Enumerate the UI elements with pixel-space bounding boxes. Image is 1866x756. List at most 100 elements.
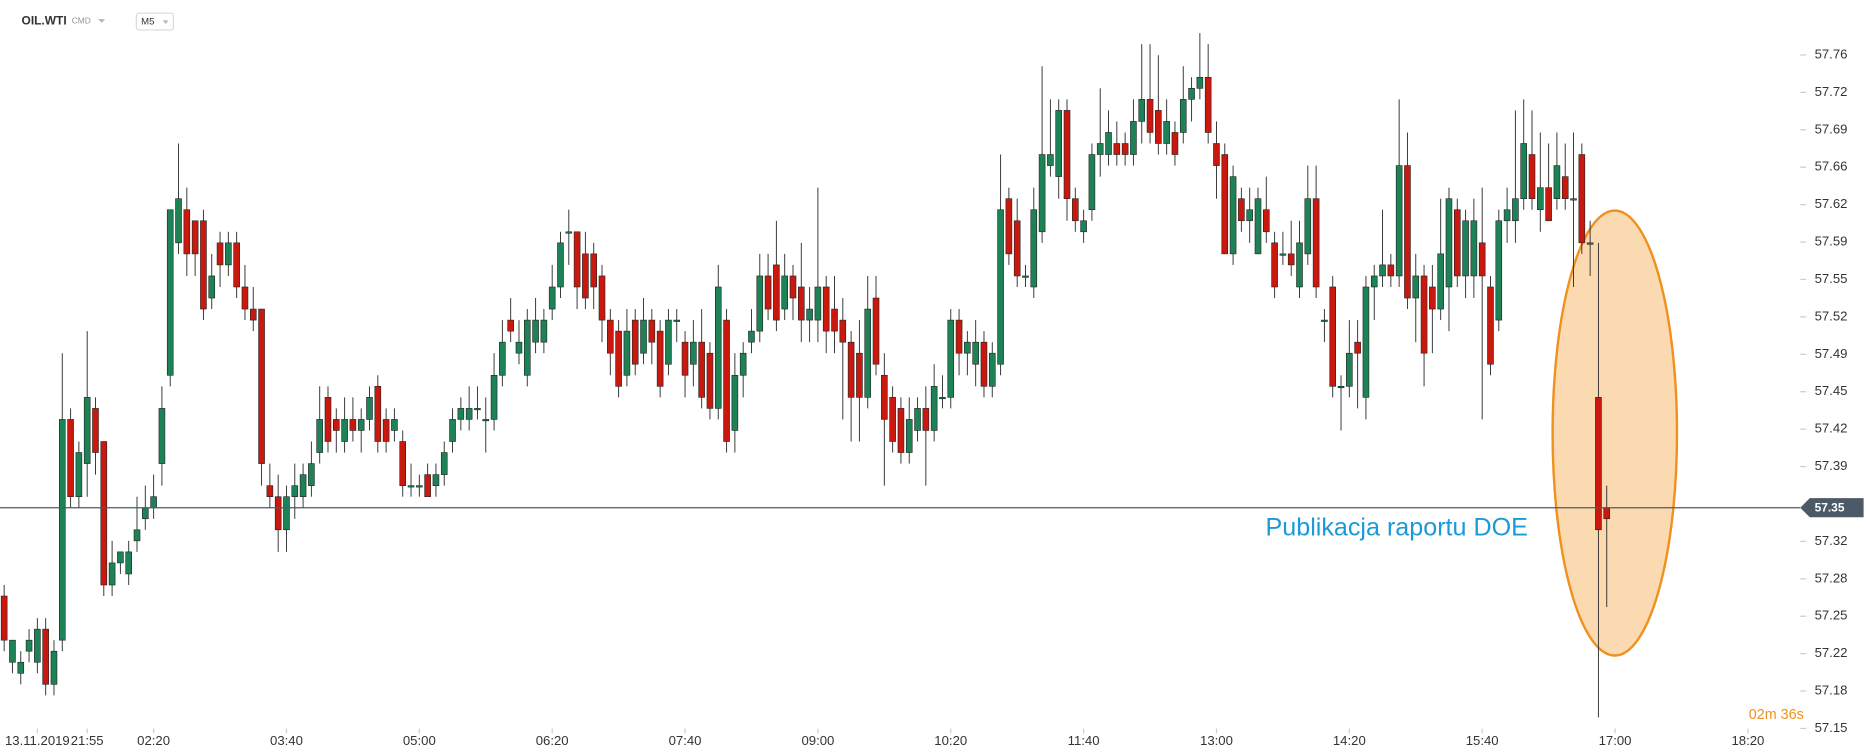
candle-body [1312, 198, 1320, 288]
x-tick-label: 14:20 [1333, 733, 1366, 748]
candle-body [922, 408, 930, 431]
candle-body [1130, 121, 1137, 155]
candle-body [299, 474, 307, 497]
candle-body [308, 463, 315, 486]
candle-body [34, 628, 41, 663]
candle-body [17, 661, 25, 674]
market: CMD [72, 16, 91, 26]
candle-body [532, 319, 539, 343]
candle-body [648, 319, 656, 343]
candle-body [100, 441, 108, 586]
candle-body [1113, 143, 1121, 155]
candle-body [1561, 176, 1569, 199]
candle-body [964, 341, 971, 354]
candle-body [665, 319, 672, 365]
candle-body [249, 308, 257, 321]
y-tick-label: 57.72 [1815, 84, 1848, 99]
candle-body [374, 386, 382, 442]
candle-body [50, 650, 58, 685]
candle-body [814, 286, 822, 321]
x-tick-label: 06:20 [536, 733, 569, 748]
candle-body [1188, 88, 1195, 100]
candle-body [1520, 143, 1527, 199]
candle-body [1578, 154, 1586, 244]
candle-body [1038, 154, 1046, 233]
candle-body [200, 220, 207, 310]
candle-body [108, 562, 116, 586]
symbol: OIL.WTI [22, 14, 67, 28]
candle-body [1404, 165, 1411, 299]
candle-body [1213, 143, 1220, 166]
candle-body [673, 319, 681, 322]
candle-body [1537, 187, 1544, 211]
candle-body [1304, 198, 1312, 255]
y-tick-label: 57.32 [1815, 533, 1848, 548]
candle-body [789, 275, 797, 299]
y-tick-label: 57.66 [1815, 159, 1848, 174]
candle-body [42, 628, 49, 685]
x-tick-label: 13.11.2019 [5, 733, 70, 748]
dropdown-arrow[interactable] [98, 19, 106, 23]
candle-body [930, 386, 938, 431]
x-tick-label: 09:00 [801, 733, 834, 748]
candle-body [432, 474, 440, 486]
candle-body [1478, 242, 1486, 277]
candle-body [1105, 132, 1112, 155]
candle-body [914, 408, 921, 431]
dropdown-arrow[interactable] [162, 20, 169, 24]
candle-body [208, 275, 216, 299]
y-tick-label: 57.49 [1815, 346, 1848, 361]
candle-body [739, 352, 747, 376]
candle-body [1279, 253, 1287, 256]
candle-body [764, 275, 772, 310]
candle-body [515, 341, 523, 354]
y-tick-label: 57.18 [1815, 683, 1848, 698]
candle-body [1221, 154, 1229, 255]
candle-body [424, 474, 431, 497]
candle-body [1462, 220, 1469, 277]
candle-body [1495, 220, 1503, 321]
candle-body [1096, 143, 1104, 155]
candle-body [1296, 242, 1303, 288]
candle-body [698, 341, 705, 398]
candle-body [864, 308, 872, 398]
candle-body [980, 341, 988, 387]
candle-body [1022, 275, 1029, 278]
candle-body [773, 264, 780, 321]
candle-body [872, 297, 880, 365]
candle-body [349, 419, 357, 431]
y-tick-label: 57.39 [1815, 458, 1848, 473]
candle-body [1503, 209, 1511, 222]
candle-body [631, 319, 639, 365]
x-tick-label: 03:40 [270, 733, 303, 748]
candle-body [324, 397, 332, 442]
y-tick-label: 57.42 [1815, 421, 1848, 436]
y-tick-label: 57.25 [1815, 608, 1848, 623]
interval-select[interactable] [135, 12, 175, 31]
x-tick-label: 10:20 [934, 733, 967, 748]
candle-body [449, 419, 456, 442]
x-tick-label: 17:00 [1599, 733, 1632, 748]
candle-body [291, 485, 299, 497]
candle-body [640, 319, 647, 354]
candle-body [1121, 143, 1129, 155]
candle-body [1354, 341, 1361, 354]
candle-body [1570, 198, 1577, 201]
candle-body [25, 639, 33, 652]
candle-body [1287, 253, 1295, 266]
candle-body [1512, 198, 1519, 222]
candle-body [839, 319, 847, 343]
candle-body [191, 220, 199, 255]
candle-body [947, 319, 955, 398]
x-tick-label: 13:00 [1200, 733, 1233, 748]
candle-body [573, 231, 581, 288]
candle-body [1470, 220, 1478, 277]
candle-body [590, 253, 597, 288]
candle-body [1379, 264, 1386, 277]
candle-body [1445, 198, 1453, 288]
candle-body [507, 319, 514, 332]
candle-body [233, 242, 240, 288]
candle-body [142, 507, 149, 520]
candle-body [607, 319, 614, 354]
